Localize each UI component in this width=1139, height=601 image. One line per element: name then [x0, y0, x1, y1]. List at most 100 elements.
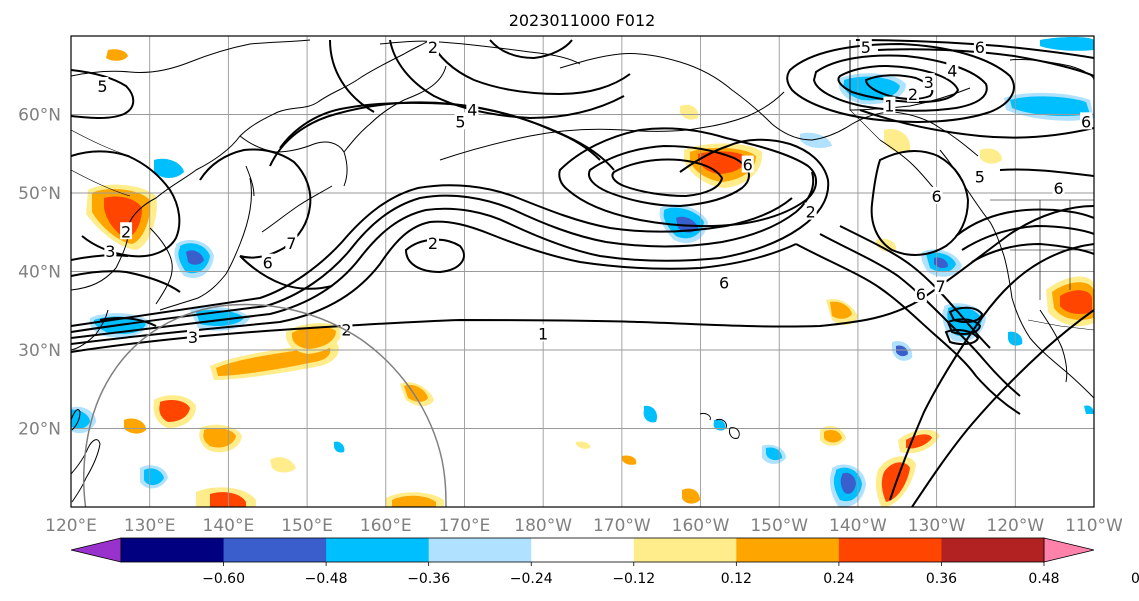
colorbar-segment	[736, 538, 840, 562]
coastline-baja	[1039, 309, 1068, 383]
colorbar-segment	[838, 538, 942, 562]
contour-line	[389, 39, 625, 120]
positive-anomaly-region	[104, 196, 142, 238]
contour-label: 4	[467, 101, 477, 120]
contour-line	[99, 317, 157, 327]
contour-label: 4	[947, 61, 957, 80]
positive-anomaly-region	[203, 428, 236, 448]
y-tick-label: 20°N	[18, 420, 61, 440]
colorbar-tick-label: −0.60	[202, 571, 245, 587]
contour-line	[944, 329, 980, 346]
contour-line	[71, 184, 793, 327]
positive-anomaly-region	[576, 441, 591, 449]
x-tick-label: 120°W	[986, 516, 1044, 536]
coastline-kuril	[261, 185, 333, 233]
contour-line	[961, 224, 1094, 251]
contour-line	[819, 233, 1021, 397]
negative-anomaly-region	[186, 250, 204, 265]
contour-label: 6	[975, 38, 985, 57]
contour-label: 3	[188, 328, 198, 347]
x-tick-label: 150°W	[750, 516, 808, 536]
contour-label: 5	[975, 167, 985, 186]
contour-label-background	[537, 324, 550, 342]
colorbar-segment	[326, 538, 430, 562]
colorbar-tick-label: −0.12	[612, 571, 655, 587]
contour-line	[71, 220, 797, 345]
positive-anomaly-region	[884, 128, 911, 153]
colorbar-tick-label: 0.60	[1131, 571, 1139, 587]
contour-label: 3	[924, 73, 934, 92]
contour-line	[786, 42, 1015, 123]
coastline-taiwan	[71, 409, 81, 431]
contour-line	[948, 306, 984, 323]
negative-anomaly-region	[643, 405, 658, 423]
contour-label-background	[859, 37, 872, 55]
colorbar-extend-low	[70, 537, 122, 563]
negative-anomaly-region	[1084, 405, 1094, 414]
contour-label: 7	[286, 234, 296, 253]
x-tick-label: 130°W	[908, 516, 966, 536]
positive-anomaly-region	[270, 457, 296, 473]
colorbar-segment	[121, 538, 225, 562]
negative-anomaly-region	[840, 472, 856, 494]
colorbar-tick-label: 0.24	[823, 571, 854, 587]
contour-label-background	[454, 112, 467, 130]
positive-anomaly-region	[216, 345, 331, 376]
contour-line	[812, 54, 988, 112]
x-tick-label: 160°E	[360, 516, 412, 536]
contour-label-background	[907, 84, 920, 102]
contour-label-background	[466, 100, 479, 118]
y-axis-ticks: 20°N 30°N 40°N 50°N 60°N	[18, 106, 61, 440]
coastline-north-coast	[71, 39, 311, 77]
contour-line	[870, 150, 970, 256]
border-alaska-canada	[849, 40, 881, 141]
contour-line	[855, 39, 1094, 59]
contour-label-background	[186, 328, 199, 346]
political-borders	[71, 40, 1094, 331]
contour-line	[837, 65, 960, 104]
contour-label-background	[741, 155, 754, 173]
colorbar-tick-label: 0.48	[1028, 571, 1059, 587]
negative-anomaly-region	[1040, 37, 1094, 51]
range-ring	[83, 303, 447, 507]
negative-anomaly-region	[676, 216, 698, 233]
negative-anomaly-region	[800, 132, 832, 148]
contour-line	[999, 168, 1094, 177]
positive-anomaly-region	[159, 400, 190, 422]
negative-anomaly-region	[713, 419, 726, 431]
contour-label-background	[922, 73, 935, 91]
contour-label-background	[120, 222, 133, 240]
colorbar-segment	[428, 538, 532, 562]
negative-anomaly-region	[766, 447, 782, 461]
x-tick-label: 150°E	[281, 516, 333, 536]
negative-anomaly-region	[144, 468, 164, 486]
contour-label-background	[883, 96, 896, 114]
plot-frame	[70, 35, 1095, 508]
x-tick-label: 110°W	[1065, 516, 1123, 536]
positive-anomaly-region	[1060, 290, 1092, 314]
coastline-sakhalin	[245, 165, 255, 197]
contour-label-background	[285, 234, 298, 252]
x-tick-label: 120°E	[45, 516, 97, 536]
negative-anomaly-region	[896, 345, 908, 357]
colorbar-tick-label: −0.36	[407, 571, 450, 587]
colorbar-outline	[120, 537, 1045, 563]
x-tick-label: 180°W	[514, 516, 572, 536]
contour-label-background	[930, 186, 943, 204]
contour-label: 5	[861, 38, 871, 57]
contour-label-background	[914, 285, 927, 303]
contour-label: 2	[806, 203, 816, 222]
contour-line	[558, 127, 817, 228]
contour-line	[199, 148, 312, 259]
x-tick-label: 140°E	[203, 516, 255, 536]
positive-anomaly-region	[392, 495, 436, 507]
positive-anomaly-region	[830, 301, 852, 319]
positive-anomaly-region	[682, 488, 700, 504]
contour-line	[489, 39, 573, 60]
negative-anomaly-region	[1010, 96, 1090, 116]
contour-line	[429, 39, 631, 96]
y-tick-label: 50°N	[18, 184, 61, 204]
contour-line	[859, 109, 1094, 139]
contour-line	[239, 255, 333, 290]
